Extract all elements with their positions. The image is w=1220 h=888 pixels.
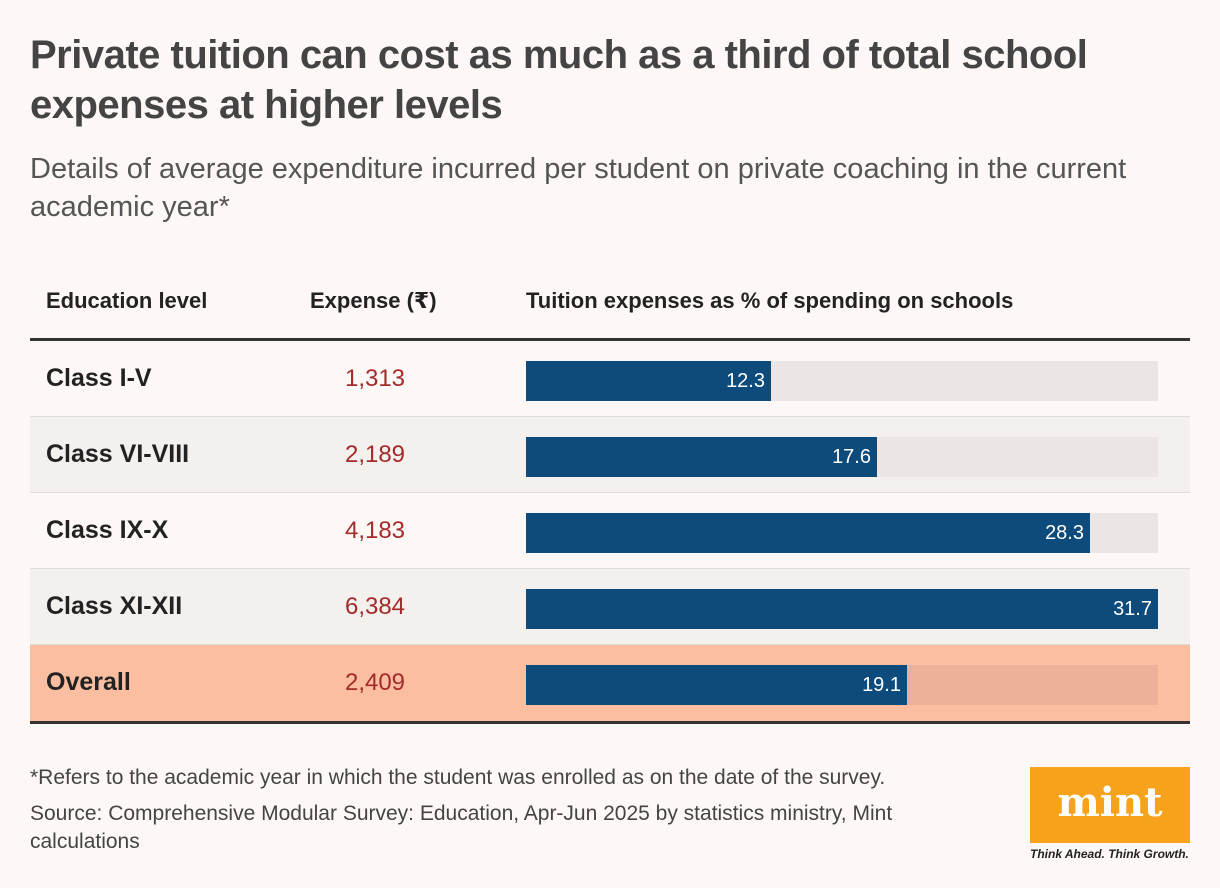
- row-level: Class XI-XII: [46, 592, 183, 620]
- bar-fill: [526, 513, 1090, 553]
- column-header-level: Education level: [46, 288, 208, 313]
- bar-value-label: 12.3: [726, 370, 765, 392]
- table-row: Class XI-XII 6,384 31.7: [30, 569, 1190, 645]
- chart-subtitle: Details of average expenditure incurred …: [30, 153, 1127, 223]
- bar-track: 12.3: [526, 361, 1158, 401]
- data-table: Education level Expense (₹) Tuition expe…: [30, 278, 1190, 724]
- footer-rule: [30, 721, 1190, 724]
- chart-title: Private tuition can cost as much as a th…: [30, 33, 1088, 127]
- bar-fill: [526, 589, 1158, 629]
- bar-fill: [526, 361, 771, 401]
- row-expense: 6,384: [344, 593, 406, 620]
- row-expense: 1,313: [344, 365, 406, 392]
- bar-track: 19.1: [526, 665, 1158, 705]
- bar-value-label: 17.6: [832, 446, 871, 468]
- row-expense: 2,409: [344, 669, 406, 696]
- source-note: Source: Comprehensive Modular Survey: Ed…: [30, 802, 893, 853]
- row-expense: 4,183: [344, 517, 406, 544]
- logo-text: mint: [1057, 779, 1163, 826]
- row-expense: 2,189: [344, 441, 406, 468]
- bar-fill: [526, 437, 877, 477]
- bar-value-label: 28.3: [1045, 522, 1084, 544]
- table-row-overall: Overall 2,409 19.1: [30, 645, 1190, 721]
- column-header-percent: Tuition expenses as % of spending on sch…: [526, 288, 1014, 313]
- row-level: Class I-V: [46, 364, 152, 392]
- logo-tagline: Think Ahead. Think Growth.: [1030, 847, 1189, 861]
- bar-track: 28.3: [526, 513, 1158, 553]
- mint-logo: mint: [1030, 767, 1190, 843]
- bar-value-label: 31.7: [1113, 598, 1152, 620]
- table-row: Class IX-X 4,183 28.3: [30, 493, 1190, 569]
- header-rule: [30, 338, 1190, 341]
- table-row: Class VI-VIII 2,189 17.6: [30, 417, 1190, 493]
- column-header-expense: Expense (₹): [310, 288, 437, 313]
- row-level: Overall: [46, 668, 131, 696]
- bar-track: 17.6: [526, 437, 1158, 477]
- row-level: Class VI-VIII: [46, 440, 190, 468]
- row-level: Class IX-X: [46, 516, 169, 544]
- bar-value-label: 19.1: [862, 674, 901, 696]
- bar-track: 31.7: [526, 589, 1158, 629]
- footnote: *Refers to the academic year in which th…: [30, 766, 886, 789]
- bar-fill: [526, 665, 907, 705]
- table-header: Education level Expense (₹) Tuition expe…: [30, 278, 1190, 338]
- table-row: Class I-V 1,313 12.3: [30, 341, 1190, 417]
